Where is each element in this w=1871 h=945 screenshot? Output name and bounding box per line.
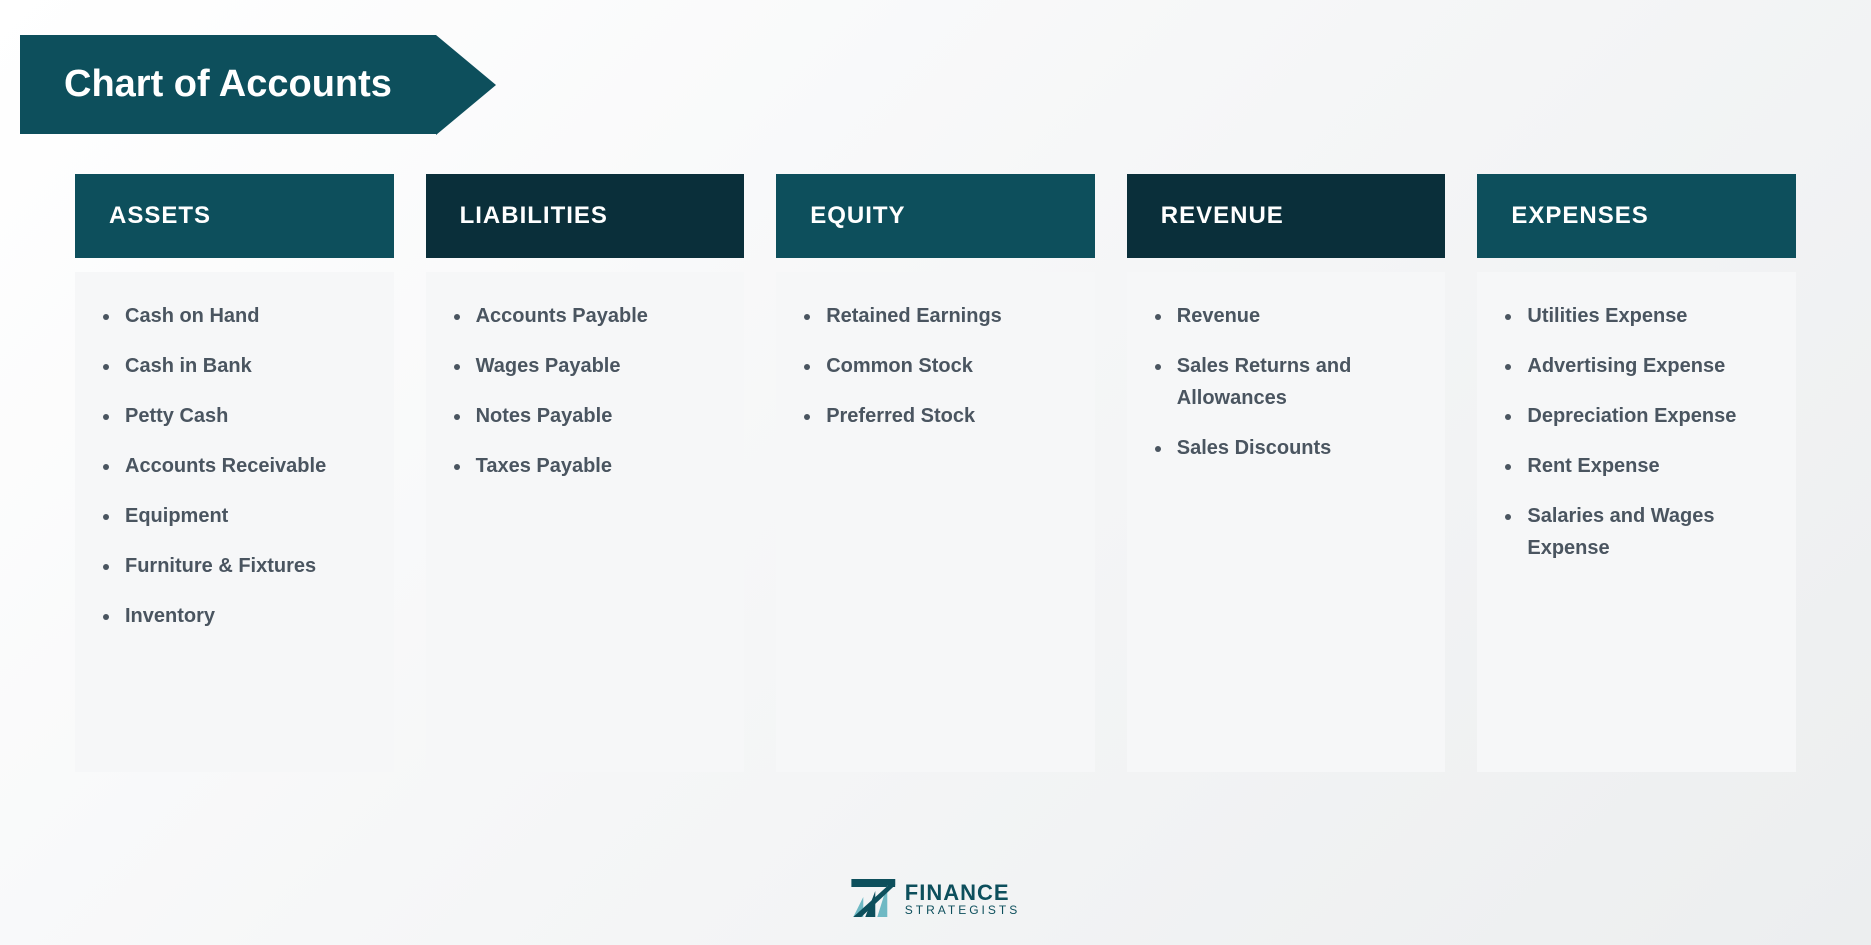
list-item: Rent Expense bbox=[1523, 450, 1772, 482]
list-item: Cash on Hand bbox=[121, 300, 370, 332]
list-item: Petty Cash bbox=[121, 400, 370, 432]
column-body-equity: Retained Earnings Common Stock Preferred… bbox=[776, 272, 1095, 772]
column-expenses: EXPENSES Utilities Expense Advertising E… bbox=[1477, 174, 1796, 772]
column-header-expenses: EXPENSES bbox=[1477, 174, 1796, 258]
list-item: Sales Discounts bbox=[1173, 432, 1422, 464]
list-item: Furniture & Fixtures bbox=[121, 550, 370, 582]
list-item: Sales Returns and Allowances bbox=[1173, 350, 1422, 414]
list-item: Inventory bbox=[121, 600, 370, 632]
footer-brand-top: FINANCE bbox=[905, 882, 1020, 904]
column-header-equity: EQUITY bbox=[776, 174, 1095, 258]
list-item: Wages Payable bbox=[472, 350, 721, 382]
footer-brand-bottom: STRATEGISTS bbox=[905, 904, 1020, 916]
equity-list: Retained Earnings Common Stock Preferred… bbox=[816, 300, 1071, 432]
assets-list: Cash on Hand Cash in Bank Petty Cash Acc… bbox=[115, 300, 370, 632]
column-header-liabilities: LIABILITIES bbox=[426, 174, 745, 258]
footer-brand-text: FINANCE STRATEGISTS bbox=[905, 882, 1020, 916]
column-liabilities: LIABILITIES Accounts Payable Wages Payab… bbox=[426, 174, 745, 772]
list-item: Accounts Payable bbox=[472, 300, 721, 332]
column-assets: ASSETS Cash on Hand Cash in Bank Petty C… bbox=[75, 174, 394, 772]
column-body-assets: Cash on Hand Cash in Bank Petty Cash Acc… bbox=[75, 272, 394, 772]
column-header-revenue: REVENUE bbox=[1127, 174, 1446, 258]
list-item: Advertising Expense bbox=[1523, 350, 1772, 382]
columns-container: ASSETS Cash on Hand Cash in Bank Petty C… bbox=[20, 174, 1851, 772]
column-revenue: REVENUE Revenue Sales Returns and Allowa… bbox=[1127, 174, 1446, 772]
column-body-expenses: Utilities Expense Advertising Expense De… bbox=[1477, 272, 1796, 772]
expenses-list: Utilities Expense Advertising Expense De… bbox=[1517, 300, 1772, 564]
list-item: Preferred Stock bbox=[822, 400, 1071, 432]
list-item: Common Stock bbox=[822, 350, 1071, 382]
liabilities-list: Accounts Payable Wages Payable Notes Pay… bbox=[466, 300, 721, 482]
list-item: Notes Payable bbox=[472, 400, 721, 432]
page-title-banner: Chart of Accounts bbox=[20, 35, 436, 134]
footer-logo: FINANCE STRATEGISTS bbox=[851, 879, 1020, 919]
column-body-revenue: Revenue Sales Returns and Allowances Sal… bbox=[1127, 272, 1446, 772]
list-item: Equipment bbox=[121, 500, 370, 532]
list-item: Retained Earnings bbox=[822, 300, 1071, 332]
finance-strategists-icon bbox=[851, 879, 895, 919]
list-item: Taxes Payable bbox=[472, 450, 721, 482]
page-title-text: Chart of Accounts bbox=[64, 63, 392, 105]
list-item: Salaries and Wages Expense bbox=[1523, 500, 1772, 564]
list-item: Cash in Bank bbox=[121, 350, 370, 382]
column-body-liabilities: Accounts Payable Wages Payable Notes Pay… bbox=[426, 272, 745, 772]
column-header-assets: ASSETS bbox=[75, 174, 394, 258]
list-item: Accounts Receivable bbox=[121, 450, 370, 482]
list-item: Utilities Expense bbox=[1523, 300, 1772, 332]
revenue-list: Revenue Sales Returns and Allowances Sal… bbox=[1167, 300, 1422, 464]
list-item: Depreciation Expense bbox=[1523, 400, 1772, 432]
list-item: Revenue bbox=[1173, 300, 1422, 332]
column-equity: EQUITY Retained Earnings Common Stock Pr… bbox=[776, 174, 1095, 772]
